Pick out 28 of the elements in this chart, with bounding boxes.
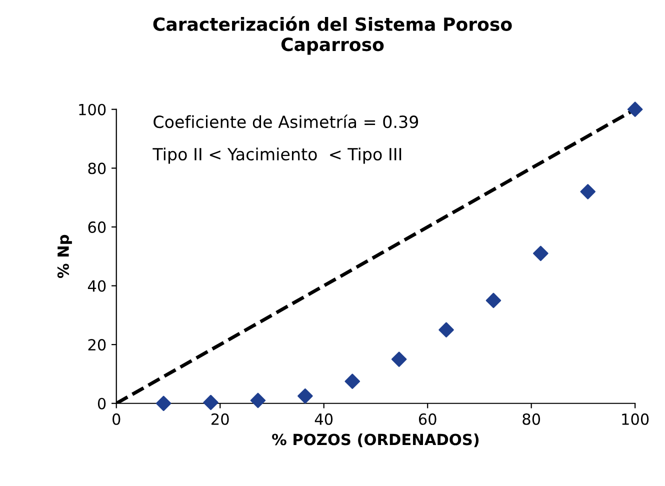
y-tick-label: 20 bbox=[88, 339, 106, 351]
y-tick-label: 100 bbox=[79, 104, 106, 116]
y-tick-label: 80 bbox=[88, 162, 106, 174]
y-tick-label: 40 bbox=[88, 280, 106, 292]
point bbox=[203, 394, 218, 410]
x-axis-title: % POZOS (ORDENADOS) bbox=[272, 433, 479, 448]
x-tick-label: 60 bbox=[418, 413, 436, 425]
x-tick-label: 100 bbox=[622, 413, 649, 425]
point bbox=[344, 374, 360, 389]
y-axis-title: % Np bbox=[57, 234, 72, 278]
point bbox=[250, 392, 266, 408]
x-tick-label: 0 bbox=[112, 413, 120, 425]
annotation: Coeficiente de Asimetría = 0.39 bbox=[154, 114, 418, 128]
point bbox=[627, 102, 643, 117]
point bbox=[438, 322, 454, 338]
y-tick-label: 0 bbox=[98, 398, 106, 410]
chart-title: Caracterización del Sistema Poroso Caparroso bbox=[153, 16, 512, 55]
point bbox=[533, 246, 548, 262]
point bbox=[580, 184, 596, 200]
point bbox=[156, 396, 172, 412]
point bbox=[486, 292, 502, 308]
annotation: Tipo II < Yacimiento < Tipo III bbox=[152, 148, 402, 164]
point bbox=[298, 388, 313, 404]
x-tick-label: 40 bbox=[314, 413, 333, 425]
point bbox=[391, 352, 407, 367]
x-tick-label: 20 bbox=[212, 413, 229, 425]
x-tick-label: 80 bbox=[522, 413, 540, 425]
y-tick-label: 60 bbox=[88, 221, 106, 233]
